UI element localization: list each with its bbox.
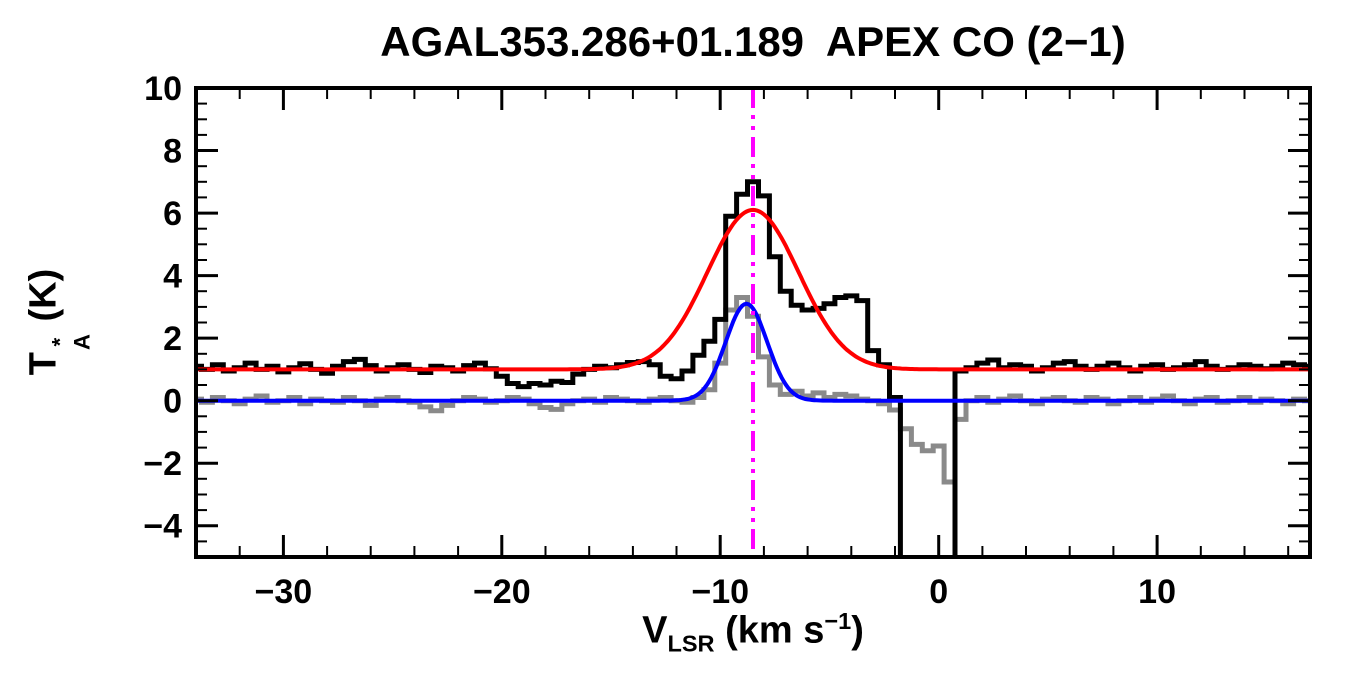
y-label-superscript: * [47,337,73,347]
x-label-close-paren: ) [851,609,864,652]
y-tick-label: 4 [163,258,182,296]
x-label-subscript: LSR [667,630,715,657]
x-axis-label: VLSR (km s−1) [642,608,864,657]
y-tick-label: −2 [143,445,182,483]
y-label-subscript: A [69,334,95,351]
x-tick-label: −10 [691,573,749,611]
y-label-symbol: T [22,352,65,376]
chart-title: AGAL353.286+01.189 APEX CO (2−1) [380,18,1126,65]
y-tick-label: 10 [144,70,182,108]
y-tick-label: 6 [163,195,182,233]
blue-gaussian-fit [196,301,1310,403]
y-label-supsub: * A [47,334,95,351]
red-gaussian-fit [196,207,1310,372]
y-tick-label: 2 [163,320,182,358]
y-tick-label: 8 [163,133,182,171]
x-tick-label: 10 [1138,573,1176,611]
y-axis-label: T * A (K) [22,268,95,376]
y-tick-label: 0 [163,383,182,421]
x-label-superscript: −1 [824,608,852,634]
x-tick-label: 0 [929,573,948,611]
x-label-unit: (km s [714,609,825,652]
x-tick-label: −20 [473,573,531,611]
x-tick-label: −30 [255,573,313,611]
x-label-symbol: V [642,609,668,652]
series-layer [196,179,1310,557]
y-label-unit: (K) [22,268,65,333]
y-tick-label: −4 [143,508,182,546]
